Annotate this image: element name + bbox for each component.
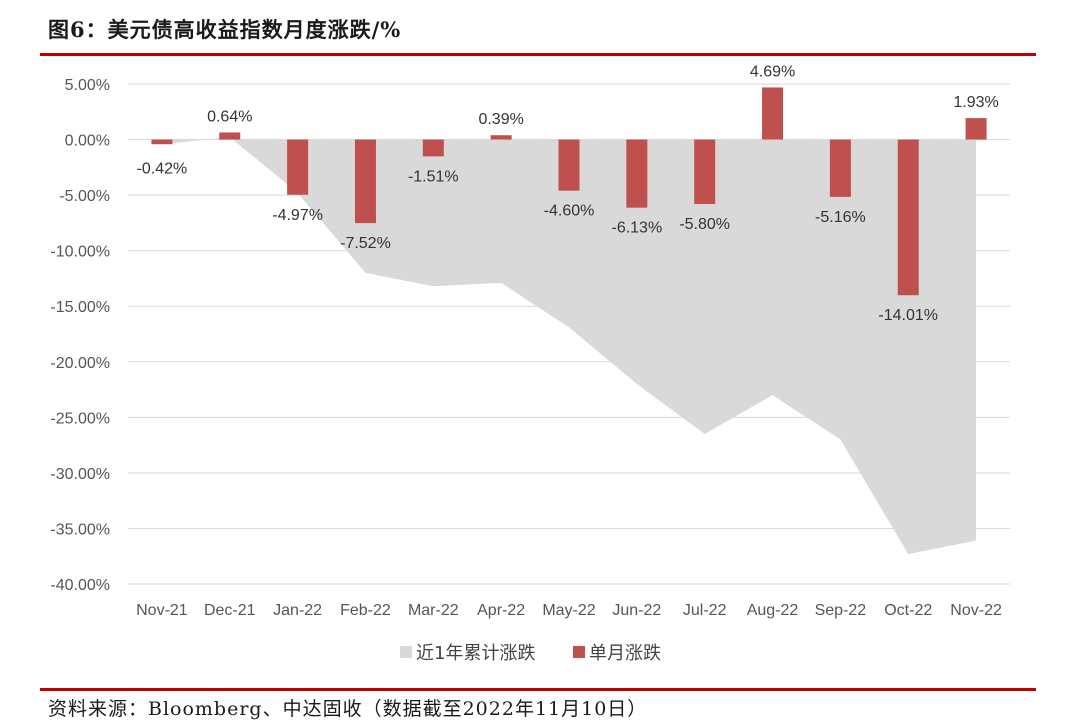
bar-nov-21 xyxy=(151,139,173,145)
x-tick-label: Dec-21 xyxy=(204,602,256,619)
x-tick-label: Nov-22 xyxy=(950,602,1002,619)
y-tick-label: -5.00% xyxy=(59,188,110,205)
bar-may-22 xyxy=(558,139,580,191)
data-label: 1.93% xyxy=(953,94,998,111)
cumulative-area-shape xyxy=(161,137,977,554)
y-axis-labels: 5.00% 0.00% -5.00% -10.00% -15.00% -20.00% -25… xyxy=(50,77,110,594)
chart-title: 图6：美元债高收益指数月度涨跌/% xyxy=(48,17,402,42)
data-label: -4.60% xyxy=(544,203,595,220)
bar-sep-22 xyxy=(829,139,851,197)
legend-label-cumulative: 近1年累计涨跌 xyxy=(416,643,535,664)
y-tick-label: -30.00% xyxy=(50,466,110,483)
x-tick-label: Feb-22 xyxy=(340,602,391,619)
y-tick-label: -25.00% xyxy=(50,410,110,427)
x-tick-label: Jun-22 xyxy=(612,602,661,619)
source-rule xyxy=(40,688,1036,691)
x-tick-label: Apr-22 xyxy=(477,602,525,619)
data-label: -1.51% xyxy=(408,168,459,185)
data-label: 0.39% xyxy=(478,111,523,128)
legend-label-monthly: 单月涨跌 xyxy=(589,643,661,664)
y-tick-label: -40.00% xyxy=(50,577,110,594)
bar-mar-22 xyxy=(422,139,444,157)
data-label: 0.64% xyxy=(207,108,252,125)
x-tick-label: Oct-22 xyxy=(884,602,932,619)
legend-swatch-cumulative xyxy=(400,646,412,658)
data-label: 4.69% xyxy=(750,63,795,80)
x-axis-labels: Nov-21 Dec-21 Jan-22 Feb-22 Mar-22 Apr-22 May-… xyxy=(136,602,1002,619)
data-label: -6.13% xyxy=(611,220,662,237)
y-tick-label: -10.00% xyxy=(50,244,110,261)
x-tick-label: Sep-22 xyxy=(815,602,867,619)
y-tick-label: -20.00% xyxy=(50,355,110,372)
data-label: -4.97% xyxy=(272,207,323,224)
x-tick-label: Jul-22 xyxy=(683,602,727,619)
legend-swatch-monthly xyxy=(573,646,585,658)
data-label: -14.01% xyxy=(878,307,938,324)
x-tick-label: Nov-21 xyxy=(136,602,188,619)
y-tick-label: 5.00% xyxy=(65,77,110,94)
data-label: -5.80% xyxy=(679,216,730,233)
bar-dec-21 xyxy=(219,132,241,140)
bar-jan-22 xyxy=(287,139,309,195)
y-tick-label: -35.00% xyxy=(50,521,110,538)
legend: 近1年累计涨跌 单月涨跌 xyxy=(400,643,661,664)
bar-jun-22 xyxy=(626,139,648,208)
bar-jul-22 xyxy=(694,139,716,204)
data-label: -5.16% xyxy=(815,209,866,226)
x-tick-label: May-22 xyxy=(542,602,595,619)
bar-feb-22 xyxy=(354,139,376,224)
y-tick-label: 0.00% xyxy=(65,133,110,150)
bar-oct-22 xyxy=(897,139,919,296)
data-labels: -0.42% 0.64% -4.97% -7.52% -1.51% 0.39% -4.60%… xyxy=(137,63,999,324)
x-tick-label: Aug-22 xyxy=(747,602,799,619)
cumulative-area xyxy=(161,137,977,554)
x-tick-label: Jan-22 xyxy=(273,602,322,619)
bar-apr-22 xyxy=(490,135,512,140)
data-label: -7.52% xyxy=(340,235,391,252)
y-tick-label: -15.00% xyxy=(50,299,110,316)
bar-aug-22 xyxy=(762,87,784,140)
x-tick-label: Mar-22 xyxy=(408,602,459,619)
bar-nov-22 xyxy=(965,118,987,140)
data-label: -0.42% xyxy=(137,161,188,178)
source-note: 资料来源：Bloomberg、中达固收（数据截至2022年11月10日） xyxy=(48,698,648,720)
monthly-bars xyxy=(151,87,987,296)
title-rule xyxy=(40,53,1036,56)
